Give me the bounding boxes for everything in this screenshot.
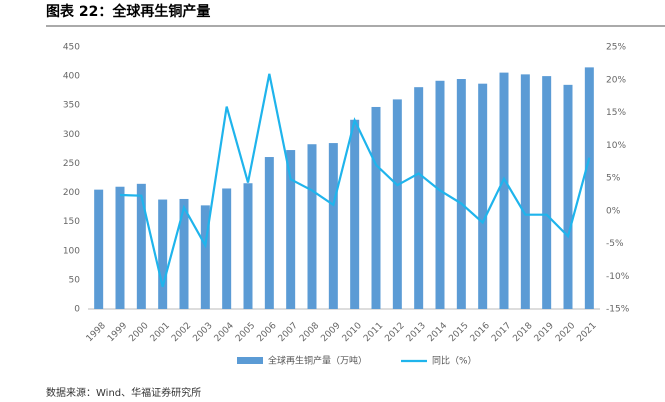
x-tick-label: 2004 bbox=[213, 321, 236, 344]
bar bbox=[435, 80, 445, 309]
bar bbox=[328, 143, 338, 309]
legend-label: 同比（%） bbox=[432, 355, 477, 367]
x-tick-label: 2000 bbox=[127, 321, 150, 344]
x-tick-label: 2012 bbox=[383, 321, 406, 344]
x-tick-label: 2013 bbox=[405, 321, 428, 344]
x-tick-label: 2006 bbox=[255, 321, 278, 344]
y2-tick-label: 15% bbox=[606, 108, 626, 118]
y2-tick-label: -10% bbox=[606, 272, 630, 282]
x-tick-label: 2001 bbox=[149, 321, 172, 344]
bar bbox=[542, 76, 552, 309]
y-tick-label: 150 bbox=[63, 217, 80, 227]
y-tick-label: 300 bbox=[63, 130, 80, 140]
y-tick-label: 350 bbox=[63, 101, 80, 111]
bar bbox=[158, 199, 168, 309]
x-tick-label: 2017 bbox=[490, 321, 513, 344]
x-tick-label: 2019 bbox=[533, 321, 556, 344]
bar bbox=[200, 205, 210, 309]
line bbox=[119, 73, 591, 288]
x-tick-label: 2002 bbox=[170, 321, 193, 344]
source: 数据来源：Wind、华福证券研究所 bbox=[46, 386, 201, 399]
y2-tick-label: -15% bbox=[606, 305, 630, 315]
x-tick-label: 2014 bbox=[426, 321, 449, 344]
x-tick-label: 2009 bbox=[319, 321, 342, 344]
bar bbox=[392, 99, 402, 310]
bar bbox=[179, 198, 189, 309]
legend-label: 全球再生铜产量（万吨） bbox=[268, 355, 367, 367]
x-tick-label: 2010 bbox=[341, 321, 364, 344]
x-tick-label: 2015 bbox=[447, 321, 470, 344]
x-tick-label: 2005 bbox=[234, 321, 257, 344]
y2-tick-label: 25% bbox=[606, 43, 626, 53]
bar bbox=[520, 74, 530, 309]
legend-swatch bbox=[237, 357, 263, 364]
y-tick-label: 250 bbox=[63, 159, 80, 169]
bar bbox=[115, 186, 125, 309]
x-tick-label: 2011 bbox=[362, 321, 385, 344]
bar bbox=[478, 83, 488, 310]
y-tick-label: 0 bbox=[74, 305, 80, 315]
bar bbox=[499, 72, 509, 310]
chart-title: 图表 22：全球再生铜产量 bbox=[46, 3, 210, 20]
bar bbox=[371, 106, 381, 309]
x-tick-label: 1999 bbox=[106, 321, 129, 344]
x-tick-label: 2007 bbox=[277, 321, 300, 344]
bar bbox=[286, 150, 296, 309]
x-tick-label: 2020 bbox=[554, 321, 577, 344]
bar bbox=[222, 188, 232, 309]
x-tick-label: 2003 bbox=[191, 321, 214, 344]
y2-tick-label: -5% bbox=[606, 239, 624, 249]
y-tick-label: 200 bbox=[63, 188, 80, 198]
y2-tick-label: 20% bbox=[606, 75, 626, 85]
bar bbox=[264, 157, 274, 309]
y2-tick-label: 0% bbox=[606, 206, 621, 216]
bar bbox=[456, 79, 466, 310]
y2-tick-label: 10% bbox=[606, 141, 626, 151]
bar bbox=[350, 119, 360, 310]
bar bbox=[94, 189, 104, 309]
bar bbox=[584, 67, 594, 309]
x-tick-label: 2018 bbox=[511, 321, 534, 344]
x-tick-label: 1998 bbox=[85, 321, 108, 344]
bar bbox=[307, 144, 317, 309]
y-tick-label: 50 bbox=[69, 275, 81, 285]
bar bbox=[243, 183, 253, 309]
x-tick-label: 2021 bbox=[575, 321, 598, 344]
y-tick-label: 450 bbox=[63, 43, 80, 53]
x-tick-label: 2008 bbox=[298, 321, 321, 344]
x-tick-label: 2016 bbox=[469, 321, 492, 344]
y-tick-label: 400 bbox=[63, 72, 80, 82]
bar bbox=[563, 84, 573, 309]
y-tick-label: 100 bbox=[63, 246, 80, 256]
bar bbox=[414, 87, 424, 309]
bar bbox=[136, 183, 146, 309]
y2-tick-label: 5% bbox=[606, 174, 621, 184]
